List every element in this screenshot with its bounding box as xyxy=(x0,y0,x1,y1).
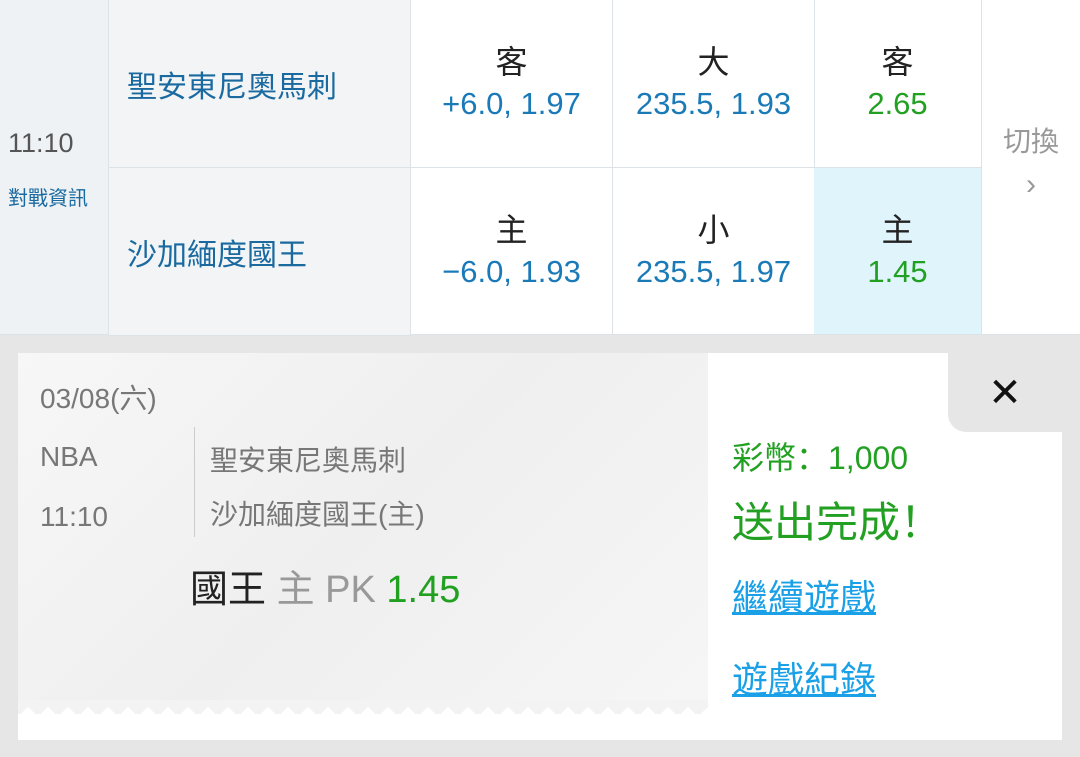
away-moneyline-odds[interactable]: 客 2.65 xyxy=(814,0,982,168)
odds-label: 小 xyxy=(697,212,730,248)
coins-balance: 彩幣：1,000 xyxy=(732,440,909,476)
pick-team: 國王 xyxy=(190,569,267,611)
over-total-odds[interactable]: 大 235.5, 1.93 xyxy=(613,0,815,168)
odds-value: 235.5, 1.97 xyxy=(635,254,792,289)
odds-value: +6.0, 1.97 xyxy=(442,86,581,121)
under-total-odds[interactable]: 小 235.5, 1.97 xyxy=(613,168,815,335)
away-team: 聖安東尼奧馬刺 xyxy=(109,0,411,168)
odds-value: 1.45 xyxy=(867,254,928,289)
ticket-time: 11:10 xyxy=(40,501,108,532)
chevron-right-icon: › xyxy=(1026,168,1036,201)
divider xyxy=(194,427,195,537)
close-icon: ✕ xyxy=(988,370,1022,415)
success-message: 送出完成！ xyxy=(732,499,943,546)
ticket-away-team: 聖安東尼奧馬刺 xyxy=(210,445,407,476)
ticket-date: 03/08(六) xyxy=(40,383,157,414)
pick-side: 主 xyxy=(276,569,315,611)
pick-type: PK xyxy=(325,569,376,611)
pick-odds: 1.45 xyxy=(386,569,461,611)
ticket-pick: 國王 主 PK 1.45 xyxy=(190,558,460,613)
ticket-home-team: 沙加緬度國王(主) xyxy=(210,499,425,530)
bet-ticket: 03/08(六) NBA 11:10 聖安東尼奧馬刺 沙加緬度國王(主) 國王 … xyxy=(18,353,708,700)
away-spread-odds[interactable]: 客 +6.0, 1.97 xyxy=(411,0,613,168)
home-moneyline-odds-selected[interactable]: 主 1.45 xyxy=(814,168,982,335)
ticket-zigzag-edge xyxy=(18,700,708,714)
bet-confirmation-card: 03/08(六) NBA 11:10 聖安東尼奧馬刺 沙加緬度國王(主) 國王 … xyxy=(18,353,1062,740)
switch-label: 切換 xyxy=(1002,126,1059,157)
game-history-link[interactable]: 遊戲紀錄 xyxy=(732,659,877,700)
ticket-league: NBA xyxy=(40,441,98,472)
continue-game-link[interactable]: 繼續遊戲 xyxy=(732,577,877,618)
odds-label: 客 xyxy=(495,44,528,80)
home-spread-odds[interactable]: 主 −6.0, 1.93 xyxy=(411,168,613,335)
match-info-link[interactable]: 對戰資訊 xyxy=(8,188,88,210)
odds-value: −6.0, 1.93 xyxy=(442,254,581,289)
home-team: 沙加緬度國王 xyxy=(109,168,411,336)
close-button[interactable]: ✕ xyxy=(948,353,1062,432)
match-time: 11:10 xyxy=(8,128,74,158)
odds-value: 235.5, 1.93 xyxy=(635,86,792,121)
odds-value: 2.65 xyxy=(867,86,928,121)
switch-button[interactable]: 切換 › xyxy=(982,0,1080,335)
odds-label: 大 xyxy=(697,44,730,80)
match-table: 11:10 對戰資訊 聖安東尼奧馬刺 沙加緬度國王 客 +6.0, 1.97 大 2… xyxy=(0,0,1080,336)
odds-label: 主 xyxy=(495,212,528,248)
time-column: 11:10 對戰資訊 xyxy=(0,0,109,335)
odds-label: 主 xyxy=(881,212,914,248)
odds-label: 客 xyxy=(881,44,914,80)
